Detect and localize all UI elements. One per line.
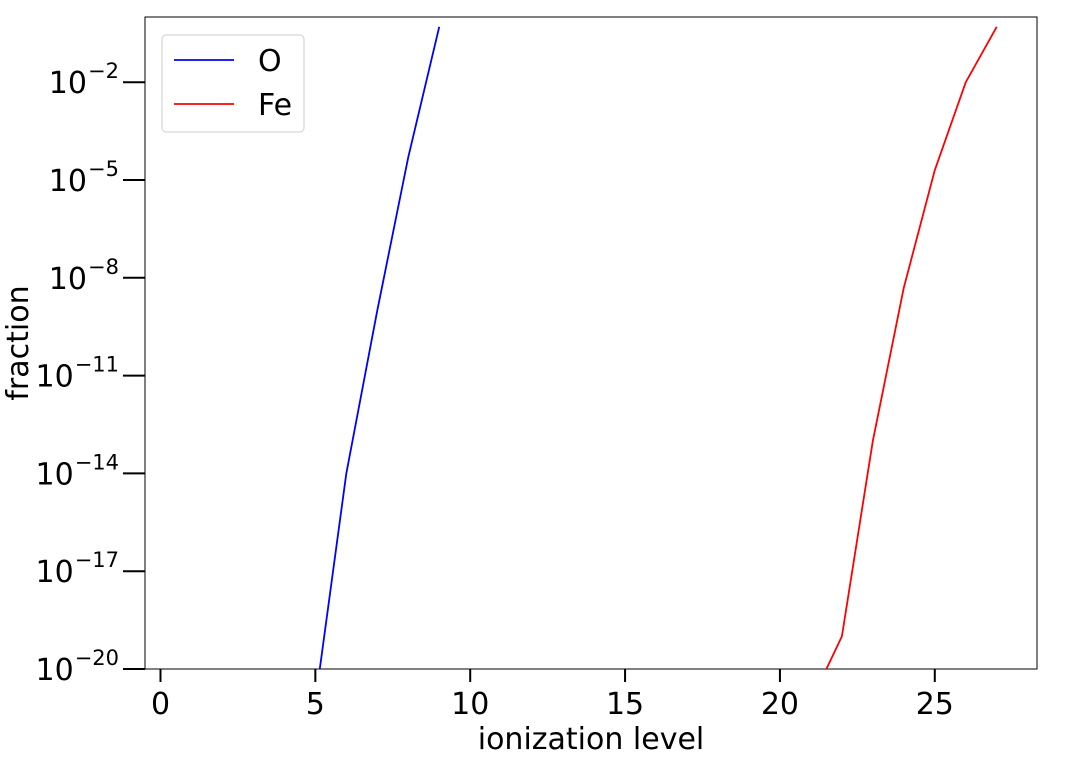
- series-line-o: [318, 26, 441, 669]
- series-line-fe: [825, 26, 998, 669]
- y-tick-label-base: 10: [36, 360, 74, 395]
- y-tick-label-base: 10: [49, 164, 87, 199]
- y-tick-label-exponent: −11: [75, 353, 119, 377]
- x-tick-label: 25: [916, 687, 954, 722]
- y-tick-label: 10 −20: [36, 646, 120, 688]
- y-tick-label: 10 −11: [36, 353, 120, 395]
- y-tick-label: 10 −17: [36, 548, 120, 590]
- y-tick-label-exponent: −14: [75, 450, 119, 474]
- y-tick-label-base: 10: [36, 457, 74, 492]
- y-tick-label-exponent: −2: [88, 59, 119, 83]
- y-tick-label: 10 −5: [49, 157, 119, 199]
- x-tick-label: 15: [606, 687, 644, 722]
- legend-label-o: O: [258, 44, 282, 79]
- x-axis: 0 5 10 15 20 25: [151, 669, 954, 722]
- legend-label-fe: Fe: [258, 88, 292, 123]
- y-tick-label-base: 10: [36, 653, 74, 688]
- y-tick-label: 10 −8: [49, 255, 119, 297]
- y-tick-label-base: 10: [49, 66, 87, 101]
- x-axis-label: ionization level: [478, 722, 705, 757]
- y-tick-label: 10 −2: [49, 59, 119, 101]
- x-tick-label: 10: [451, 687, 489, 722]
- x-tick-label: 5: [306, 687, 325, 722]
- series-layer: [318, 26, 998, 669]
- legend: O Fe: [161, 34, 305, 133]
- y-tick-label-exponent: −8: [88, 255, 119, 279]
- y-tick-label-base: 10: [49, 262, 87, 297]
- x-tick-label: 20: [761, 687, 799, 722]
- y-axis-label: fraction: [1, 285, 36, 400]
- y-tick-label-exponent: −17: [75, 548, 119, 572]
- y-tick-label-exponent: −20: [75, 646, 119, 670]
- y-tick-label: 10 −14: [36, 450, 120, 492]
- x-tick-label: 0: [151, 687, 170, 722]
- y-tick-label-base: 10: [36, 555, 74, 590]
- y-tick-label-exponent: −5: [88, 157, 119, 181]
